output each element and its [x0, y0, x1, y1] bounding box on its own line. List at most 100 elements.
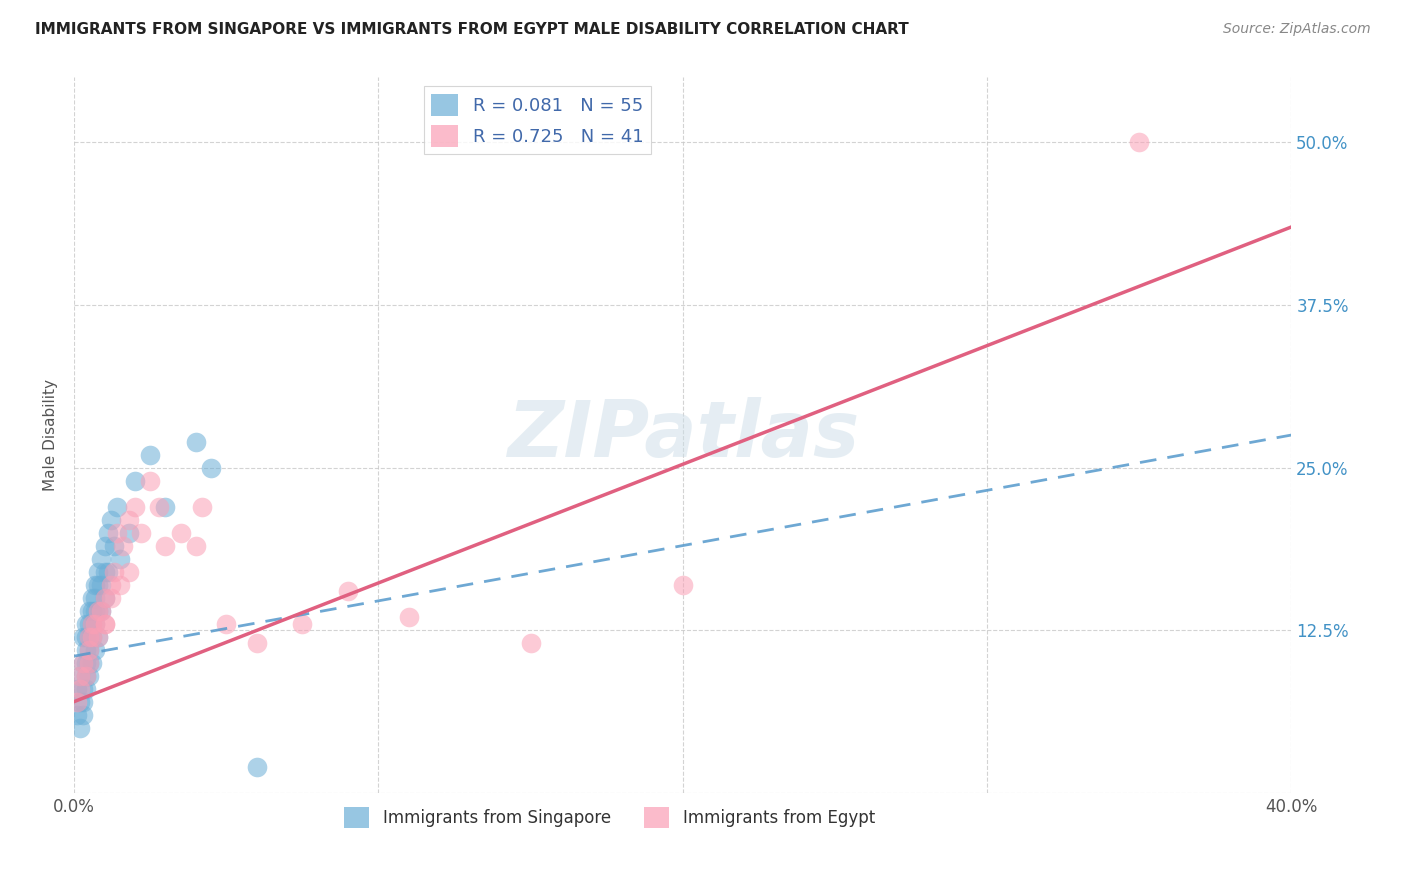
Point — [118, 565, 141, 579]
Point — [246, 759, 269, 773]
Point — [291, 616, 314, 631]
Point — [97, 525, 120, 540]
Point — [93, 539, 115, 553]
Point — [79, 656, 101, 670]
Point — [519, 636, 541, 650]
Point — [84, 616, 107, 631]
Point — [93, 591, 115, 605]
Point — [200, 460, 222, 475]
Point — [69, 681, 91, 696]
Point — [79, 656, 101, 670]
Point — [84, 604, 107, 618]
Point — [75, 668, 97, 682]
Point — [87, 604, 110, 618]
Point — [97, 565, 120, 579]
Point — [84, 591, 107, 605]
Point — [103, 539, 125, 553]
Point — [1128, 136, 1150, 150]
Point — [139, 474, 162, 488]
Point — [75, 681, 97, 696]
Point — [336, 584, 359, 599]
Point — [82, 616, 104, 631]
Point — [69, 668, 91, 682]
Point — [87, 565, 110, 579]
Text: ZIPatlas: ZIPatlas — [506, 397, 859, 473]
Point — [72, 707, 94, 722]
Point — [66, 707, 89, 722]
Point — [169, 525, 191, 540]
Point — [100, 512, 122, 526]
Point — [79, 604, 101, 618]
Point — [79, 616, 101, 631]
Point — [75, 656, 97, 670]
Point — [672, 577, 695, 591]
Point — [79, 642, 101, 657]
Point — [82, 591, 104, 605]
Point — [124, 500, 146, 514]
Point — [246, 636, 269, 650]
Point — [87, 630, 110, 644]
Point — [215, 616, 238, 631]
Point — [118, 525, 141, 540]
Point — [79, 642, 101, 657]
Point — [90, 551, 112, 566]
Point — [72, 656, 94, 670]
Point — [66, 681, 89, 696]
Point — [79, 630, 101, 644]
Point — [93, 616, 115, 631]
Point — [398, 610, 420, 624]
Point — [155, 500, 177, 514]
Point — [82, 616, 104, 631]
Point — [79, 630, 101, 644]
Point — [103, 565, 125, 579]
Point — [118, 512, 141, 526]
Point — [90, 577, 112, 591]
Point — [100, 591, 122, 605]
Legend: Immigrants from Singapore, Immigrants from Egypt: Immigrants from Singapore, Immigrants fr… — [337, 801, 882, 834]
Point — [69, 695, 91, 709]
Point — [69, 668, 91, 682]
Point — [184, 434, 207, 449]
Point — [191, 500, 214, 514]
Point — [105, 500, 128, 514]
Point — [111, 539, 134, 553]
Point — [108, 577, 131, 591]
Point — [129, 525, 152, 540]
Point — [75, 642, 97, 657]
Point — [69, 721, 91, 735]
Point — [79, 668, 101, 682]
Point — [148, 500, 170, 514]
Point — [84, 577, 107, 591]
Point — [100, 577, 122, 591]
Point — [82, 630, 104, 644]
Point — [72, 695, 94, 709]
Point — [82, 630, 104, 644]
Point — [75, 630, 97, 644]
Point — [82, 604, 104, 618]
Point — [72, 630, 94, 644]
Point — [155, 539, 177, 553]
Text: Source: ZipAtlas.com: Source: ZipAtlas.com — [1223, 22, 1371, 37]
Point — [75, 668, 97, 682]
Point — [75, 616, 97, 631]
Point — [90, 604, 112, 618]
Point — [124, 474, 146, 488]
Y-axis label: Male Disability: Male Disability — [44, 379, 58, 491]
Point — [72, 656, 94, 670]
Point — [139, 448, 162, 462]
Point — [82, 656, 104, 670]
Point — [93, 616, 115, 631]
Point — [90, 604, 112, 618]
Point — [105, 525, 128, 540]
Point — [84, 616, 107, 631]
Point — [108, 551, 131, 566]
Point — [66, 695, 89, 709]
Point — [93, 591, 115, 605]
Point — [84, 642, 107, 657]
Point — [87, 577, 110, 591]
Point — [93, 565, 115, 579]
Point — [184, 539, 207, 553]
Point — [87, 604, 110, 618]
Text: IMMIGRANTS FROM SINGAPORE VS IMMIGRANTS FROM EGYPT MALE DISABILITY CORRELATION C: IMMIGRANTS FROM SINGAPORE VS IMMIGRANTS … — [35, 22, 908, 37]
Point — [72, 681, 94, 696]
